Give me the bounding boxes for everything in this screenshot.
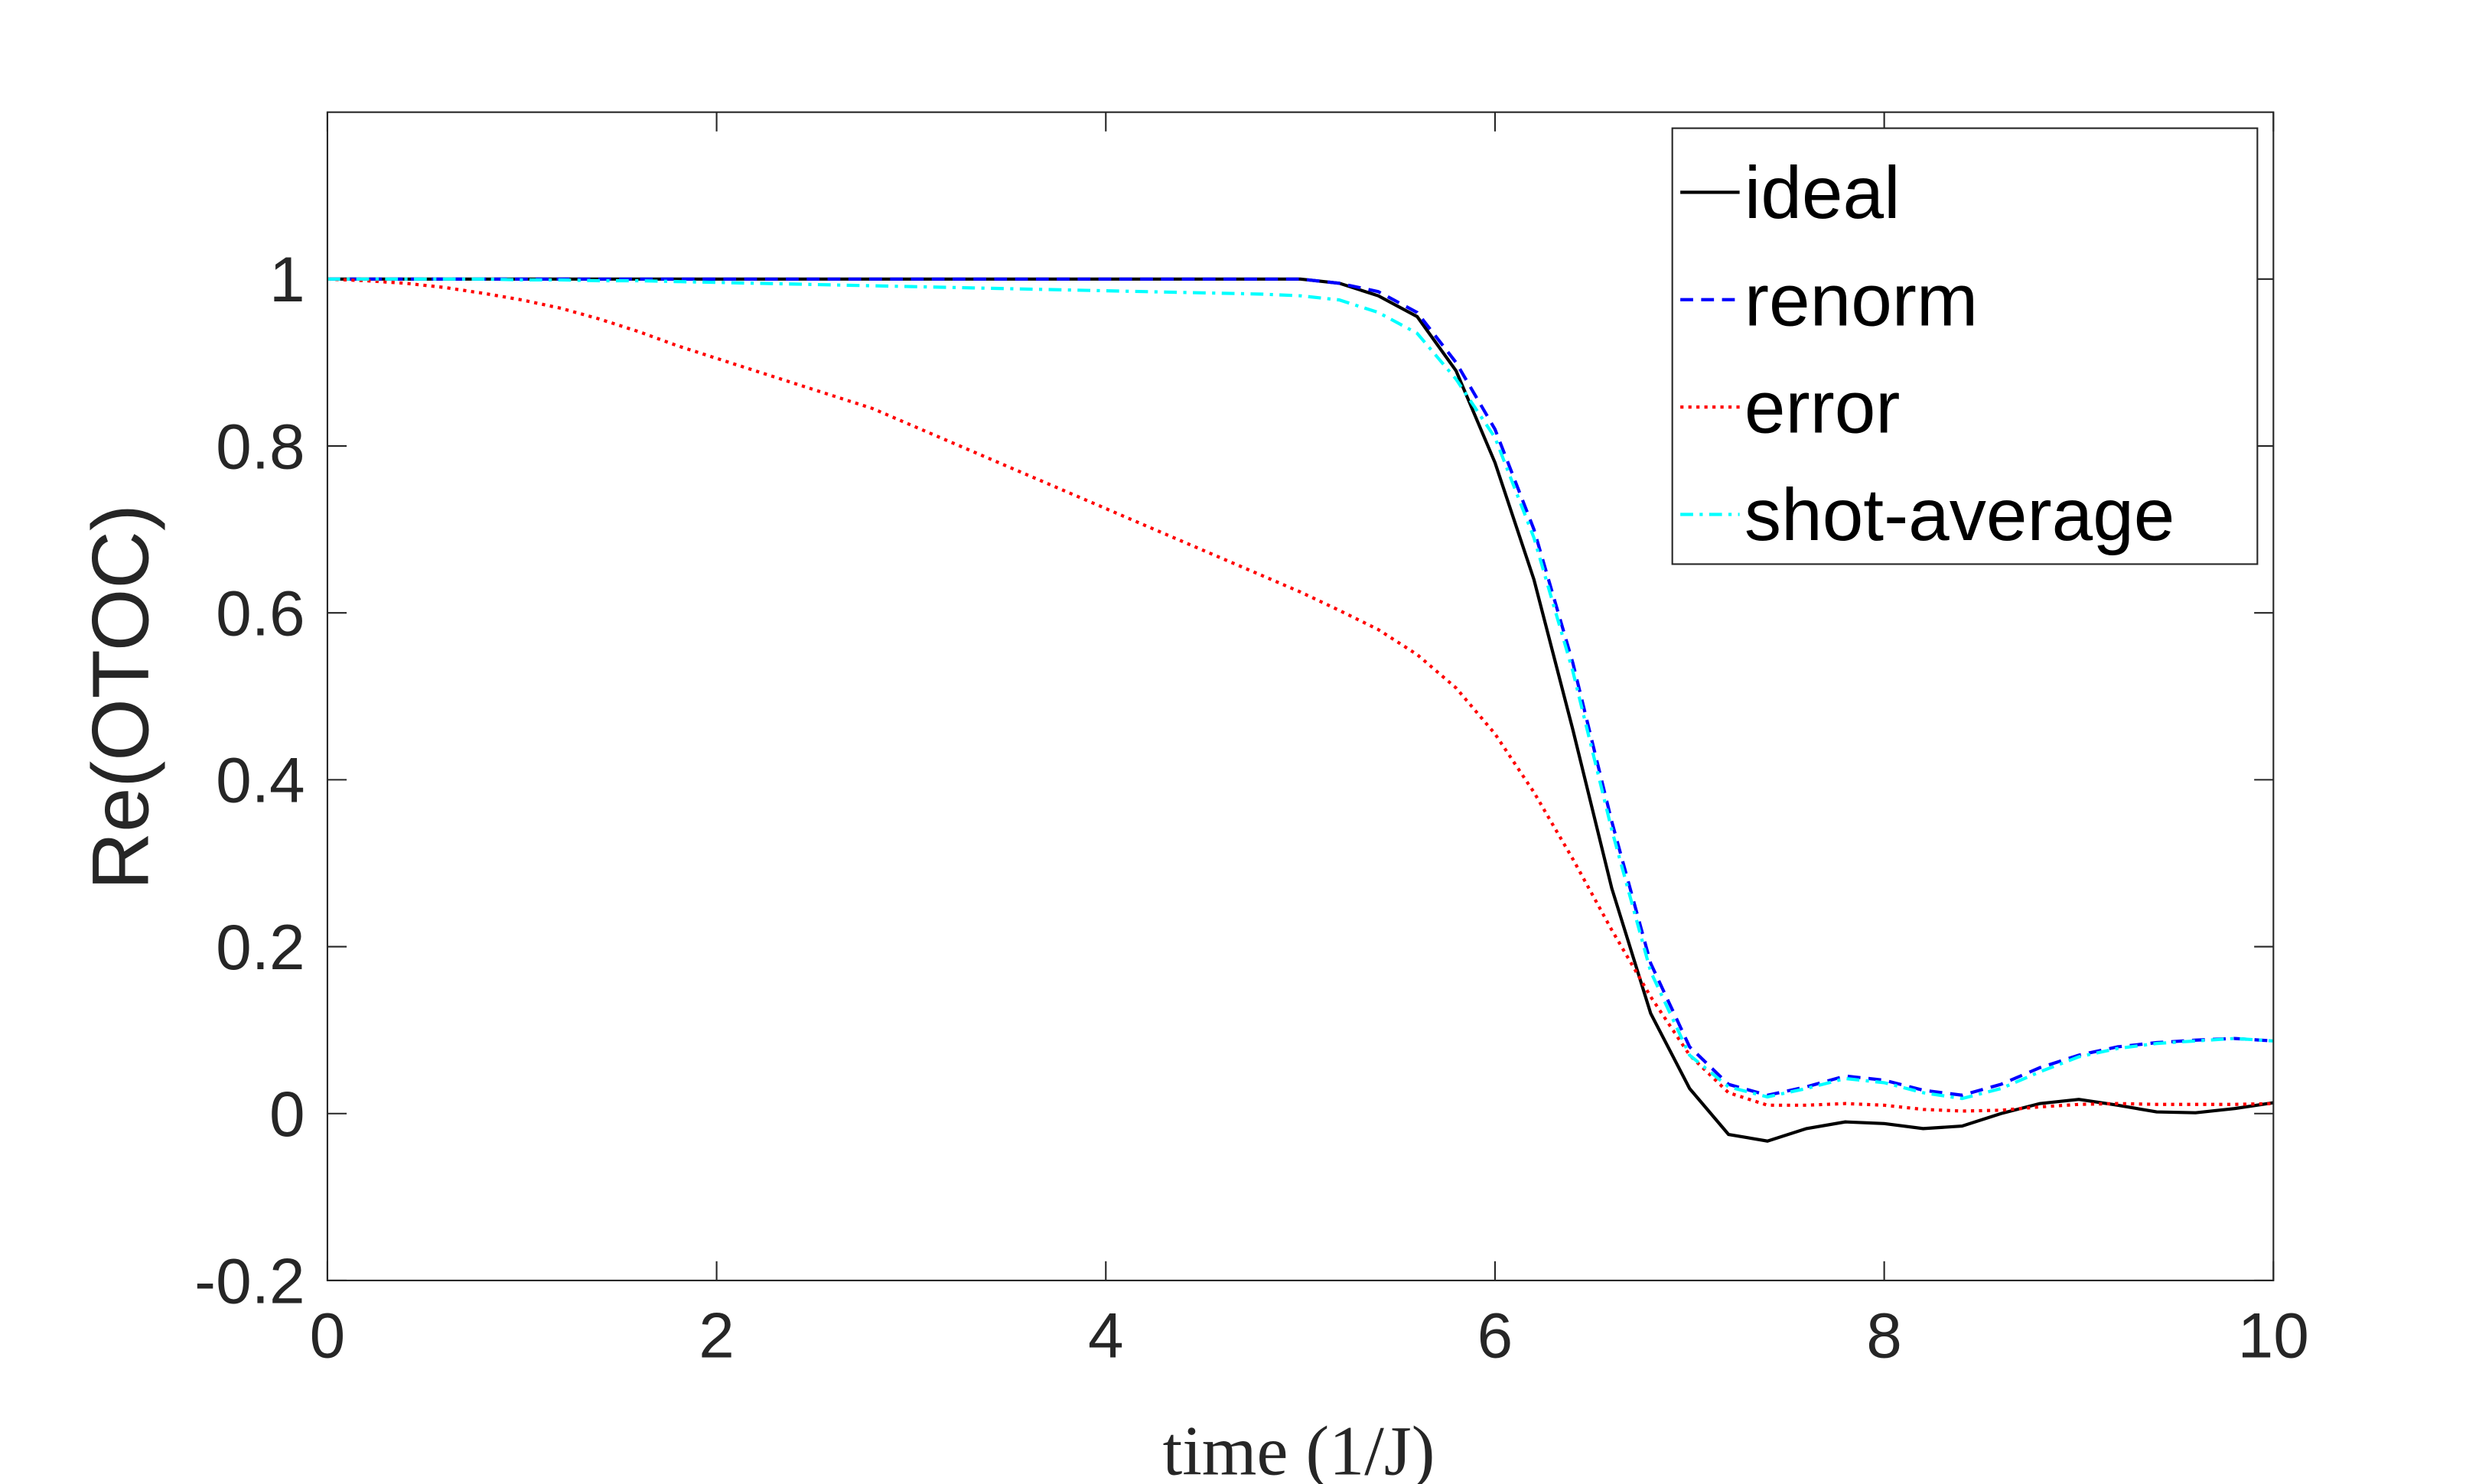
y-tick-label: 0.2 [216, 911, 305, 983]
legend-label: error [1744, 367, 1900, 449]
y-tick-label: -0.2 [194, 1245, 305, 1316]
legend-label: shot-average [1744, 474, 2174, 556]
legend-label: renorm [1744, 259, 1978, 341]
x-tick-label: 0 [310, 1299, 346, 1371]
y-tick-label: 0.8 [216, 410, 305, 482]
legend-box [1671, 127, 2259, 565]
x-tick-label: 10 [2238, 1299, 2309, 1371]
y-tick-label: 0.4 [216, 744, 305, 816]
series-line [327, 277, 2274, 1113]
y-tick-label: 1 [269, 243, 305, 315]
x-axis-label: time (1/J) [1163, 1411, 1435, 1484]
series-line [327, 277, 2274, 1101]
y-tick-label: 0 [269, 1078, 305, 1150]
x-tick-label: 8 [1866, 1299, 1902, 1371]
series-line [327, 277, 2274, 1097]
x-tick-label: 4 [1088, 1299, 1124, 1371]
x-tick-label: 6 [1477, 1299, 1513, 1371]
plot-frame [326, 111, 2275, 1281]
y-axis-label: Re(OTOC) [76, 504, 165, 890]
legend-label: ideal [1744, 152, 1901, 234]
y-tick-label: 0.6 [216, 578, 305, 649]
x-tick-label: 2 [699, 1299, 735, 1371]
